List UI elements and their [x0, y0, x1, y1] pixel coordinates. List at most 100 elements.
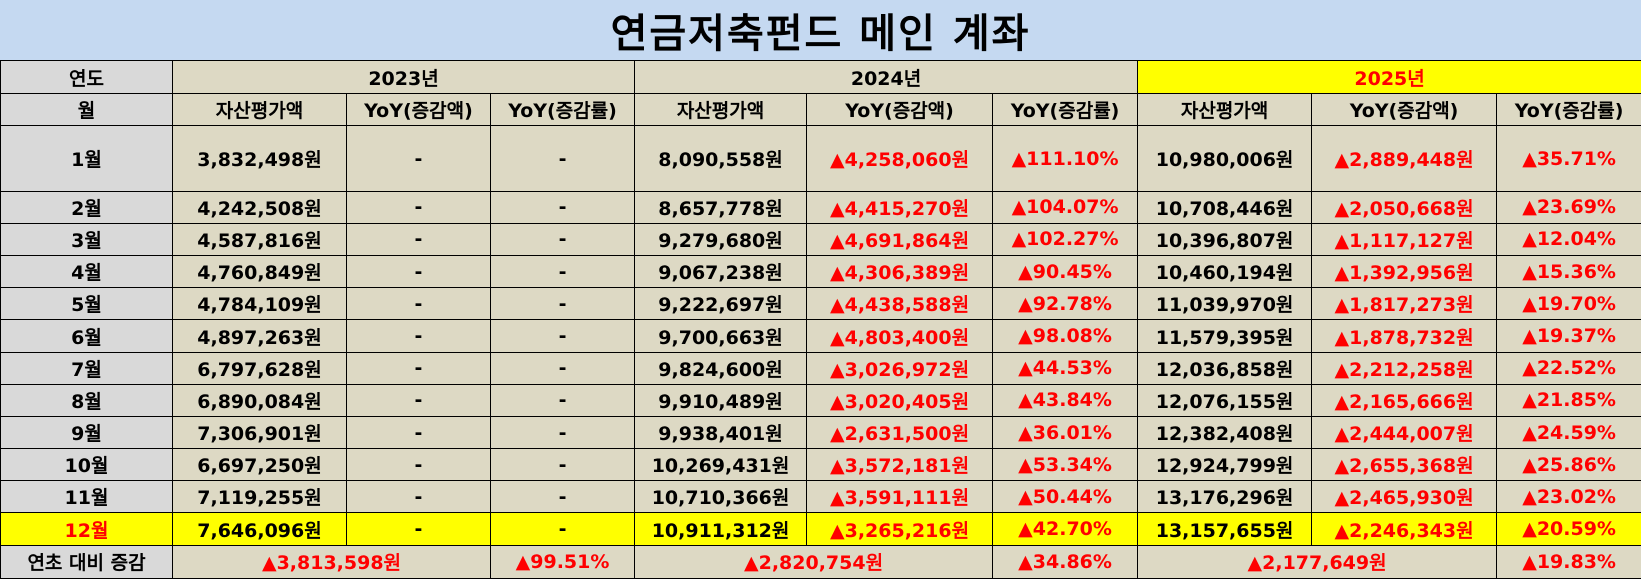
month-cell: 6월 — [0, 319, 173, 353]
yoy-amount-2024-cell: ▲3,020,405원 — [806, 383, 994, 417]
yoy-amount-2024-cell: ▲3,572,181원 — [806, 448, 994, 482]
yoy-rate-2024-cell: ▲53.34% — [992, 448, 1139, 482]
asset-2025-cell: 13,176,296원 — [1137, 480, 1313, 514]
asset-2024-cell: 9,279,680원 — [634, 222, 808, 257]
footer-2025-amount: ▲2,177,649원 — [1137, 544, 1498, 579]
asset-2025-cell: 10,460,194원 — [1137, 255, 1313, 289]
yoy-rate-2025-cell: ▲25.86% — [1496, 448, 1641, 482]
asset-2025-cell: 11,039,970원 — [1137, 287, 1313, 321]
table-row: 7월 6,797,628원 - -9,824,600원 ▲3,026,972원 ▲44.5… — [0, 351, 1641, 385]
asset-2023-cell: 4,760,849원 — [172, 255, 347, 289]
table-row: 6월 4,897,263원 - -9,700,663원 ▲4,803,400원 ▲98.0… — [0, 319, 1641, 353]
yoy-rate-2025-cell: ▲35.71% — [1496, 125, 1641, 192]
yoy-amount-2023-cell: - — [346, 512, 491, 546]
yoy-rate-2024-cell: ▲92.78% — [992, 287, 1139, 321]
year-header-row: 연도 2023년 2024년 2025년 — [0, 59, 1641, 95]
yoy-rate-2023-cell: - — [489, 222, 636, 257]
yoy-amount-2023-cell: - — [346, 222, 491, 257]
asset-2023-cell: 3,832,498원 — [172, 125, 347, 192]
yoy-amount-2024-cell: ▲2,631,500원 — [806, 415, 994, 450]
yoy-amount-2024-cell: ▲4,415,270원 — [806, 190, 994, 224]
yoy-amount-2023-cell: - — [346, 319, 491, 353]
asset-2024-cell: 9,700,663원 — [634, 319, 808, 353]
yoy-rate-2024-cell: ▲42.70% — [992, 512, 1139, 546]
yoy-amount-2024-cell: ▲3,265,216원 — [806, 512, 994, 546]
yoy-amount-2024-cell: ▲3,591,111원 — [806, 480, 994, 514]
asset-2024-cell: 10,269,431원 — [634, 448, 808, 482]
col-yoy-rate-2023: YoY(증감률) — [489, 93, 636, 127]
footer-row: 연초 대비 증감 ▲3,813,598원 ▲99.51% ▲2,820,754원… — [0, 544, 1641, 579]
fund-table: 연도 2023년 2024년 2025년 월 자산평가액 YoY(증감액) Yo… — [0, 59, 1641, 579]
month-cell: 2월 — [0, 190, 173, 224]
yoy-amount-2023-cell: - — [346, 480, 491, 514]
asset-2024-cell: 9,222,697원 — [634, 287, 808, 321]
yoy-amount-2024-cell: ▲4,438,588원 — [806, 287, 994, 321]
yoy-rate-2025-cell: ▲23.02% — [1496, 480, 1641, 514]
table-row: 12월 7,646,096원 - -10,911,312원 ▲3,265,216원 ▲42… — [0, 512, 1641, 546]
asset-2023-cell: 6,890,084원 — [172, 383, 347, 417]
table-row: 8월 6,890,084원 - -9,910,489원 ▲3,020,405원 ▲43.8… — [0, 383, 1641, 417]
month-cell: 1월 — [0, 125, 173, 192]
asset-2024-cell: 8,090,558원 — [634, 125, 808, 192]
yoy-amount-2024-cell: ▲4,258,060원 — [806, 125, 994, 192]
table-row: 5월 4,784,109원 - -9,222,697원 ▲4,438,588원 ▲92.7… — [0, 287, 1641, 321]
yoy-rate-2025-cell: ▲19.70% — [1496, 287, 1641, 321]
year-label: 연도 — [0, 59, 173, 95]
yoy-rate-2024-cell: ▲102.27% — [992, 222, 1139, 257]
asset-2023-cell: 4,587,816원 — [172, 222, 347, 257]
table-row: 10월 6,697,250원 - -10,269,431원 ▲3,572,181원 ▲53… — [0, 448, 1641, 482]
asset-2025-cell: 11,579,395원 — [1137, 319, 1313, 353]
yoy-rate-2024-cell: ▲36.01% — [992, 415, 1139, 450]
table-row: 4월 4,760,849원 - -9,067,238원 ▲4,306,389원 ▲90.4… — [0, 255, 1641, 289]
month-cell: 7월 — [0, 351, 173, 385]
yoy-amount-2023-cell: - — [346, 287, 491, 321]
yoy-rate-2024-cell: ▲90.45% — [992, 255, 1139, 289]
yoy-amount-2023-cell: - — [346, 383, 491, 417]
month-cell: 3월 — [0, 222, 173, 257]
yoy-amount-2025-cell: ▲2,165,666원 — [1311, 383, 1498, 417]
month-cell: 12월 — [0, 512, 173, 546]
yoy-amount-2025-cell: ▲2,889,448원 — [1311, 125, 1498, 192]
page-title: 연금저축펀드 메인 계좌 — [0, 0, 1641, 60]
yoy-rate-2023-cell: - — [489, 351, 636, 385]
footer-2025-rate: ▲19.83% — [1496, 544, 1641, 579]
asset-2023-cell: 4,897,263원 — [172, 319, 347, 353]
month-cell: 5월 — [0, 287, 173, 321]
col-yoy-rate-2025: YoY(증감률) — [1496, 93, 1641, 127]
month-cell: 9월 — [0, 415, 173, 450]
col-asset-2025: 자산평가액 — [1137, 93, 1313, 127]
month-cell: 4월 — [0, 255, 173, 289]
yoy-rate-2023-cell: - — [489, 415, 636, 450]
yoy-amount-2024-cell: ▲3,026,972원 — [806, 351, 994, 385]
yoy-rate-2025-cell: ▲15.36% — [1496, 255, 1641, 289]
yoy-amount-2024-cell: ▲4,306,389원 — [806, 255, 994, 289]
yoy-amount-2024-cell: ▲4,691,864원 — [806, 222, 994, 257]
yoy-rate-2023-cell: - — [489, 480, 636, 514]
col-yoy-amount-2024: YoY(증감액) — [806, 93, 994, 127]
asset-2023-cell: 7,646,096원 — [172, 512, 347, 546]
yoy-amount-2023-cell: - — [346, 255, 491, 289]
footer-label: 연초 대비 증감 — [0, 544, 173, 579]
yoy-rate-2025-cell: ▲21.85% — [1496, 383, 1641, 417]
col-yoy-amount-2023: YoY(증감액) — [346, 93, 491, 127]
col-yoy-amount-2025: YoY(증감액) — [1311, 93, 1498, 127]
asset-2024-cell: 10,710,366원 — [634, 480, 808, 514]
yoy-rate-2024-cell: ▲44.53% — [992, 351, 1139, 385]
year-2025-header: 2025년 — [1137, 59, 1641, 95]
table-row: 9월 7,306,901원 - -9,938,401원 ▲2,631,500원 ▲36.0… — [0, 415, 1641, 450]
asset-2023-cell: 4,242,508원 — [172, 190, 347, 224]
yoy-amount-2025-cell: ▲1,117,127원 — [1311, 222, 1498, 257]
yoy-amount-2025-cell: ▲2,465,930원 — [1311, 480, 1498, 514]
col-asset-2024: 자산평가액 — [634, 93, 808, 127]
yoy-rate-2024-cell: ▲98.08% — [992, 319, 1139, 353]
yoy-rate-2025-cell: ▲12.04% — [1496, 222, 1641, 257]
year-2023-header: 2023년 — [171, 59, 636, 95]
yoy-amount-2023-cell: - — [346, 415, 491, 450]
yoy-rate-2023-cell: - — [489, 512, 636, 546]
asset-2025-cell: 12,036,858원 — [1137, 351, 1313, 385]
asset-2025-cell: 10,396,807원 — [1137, 222, 1313, 257]
table-row: 11월 7,119,255원 - -10,710,366원 ▲3,591,111원 ▲50… — [0, 480, 1641, 514]
month-label: 월 — [0, 93, 173, 127]
asset-2023-cell: 6,797,628원 — [172, 351, 347, 385]
